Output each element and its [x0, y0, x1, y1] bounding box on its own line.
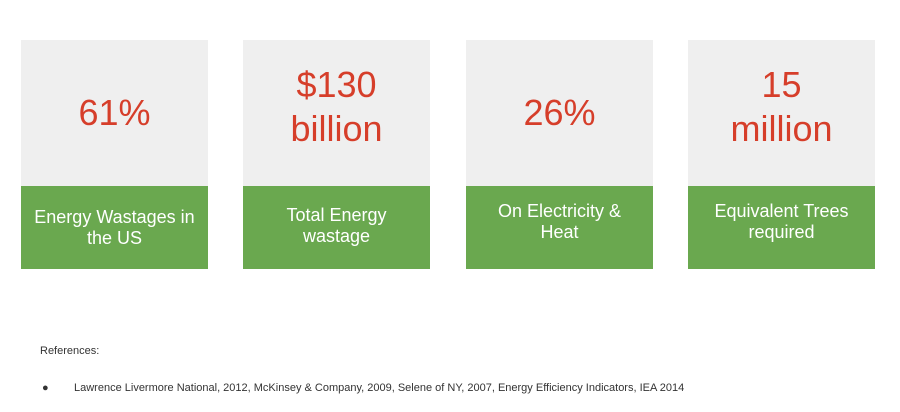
stat-card-equivalent-trees: 15 million Equivalent Trees required — [688, 40, 875, 269]
stat-label: Total Energy wastage — [286, 204, 387, 246]
stat-label-panel: On Electricity & Heat — [466, 186, 653, 269]
stat-card-electricity-heat: 26% On Electricity & Heat — [466, 40, 653, 269]
stat-card-energy-wastages: 61% Energy Wastages in the US — [21, 40, 208, 269]
stat-value: 61% — [78, 92, 151, 133]
stat-value: 15 million — [730, 64, 833, 149]
stat-label-panel: Total Energy wastage — [243, 186, 430, 269]
stat-value: $130 billion — [290, 64, 383, 149]
references-title: References: — [40, 345, 100, 357]
stat-value-panel: 15 million — [688, 40, 875, 186]
reference-item: ● Lawrence Livermore National, 2012, McK… — [40, 382, 684, 394]
stat-value-panel: 26% — [466, 40, 653, 186]
stat-label-panel: Energy Wastages in the US — [21, 186, 208, 269]
stat-label: Energy Wastages in the US — [34, 206, 195, 248]
stat-value-panel: $130 billion — [243, 40, 430, 186]
references-list: ● Lawrence Livermore National, 2012, McK… — [40, 382, 684, 394]
stat-value-panel: 61% — [21, 40, 208, 186]
stat-label-panel: Equivalent Trees required — [688, 186, 875, 269]
stat-label: On Electricity & Heat — [497, 200, 622, 242]
bullet-icon: ● — [42, 382, 49, 394]
reference-text: Lawrence Livermore National, 2012, McKin… — [74, 382, 685, 394]
stat-label: Equivalent Trees required — [714, 200, 849, 242]
stat-card-total-energy-wastage: $130 billion Total Energy wastage — [243, 40, 430, 269]
stat-value: 26% — [523, 92, 596, 133]
